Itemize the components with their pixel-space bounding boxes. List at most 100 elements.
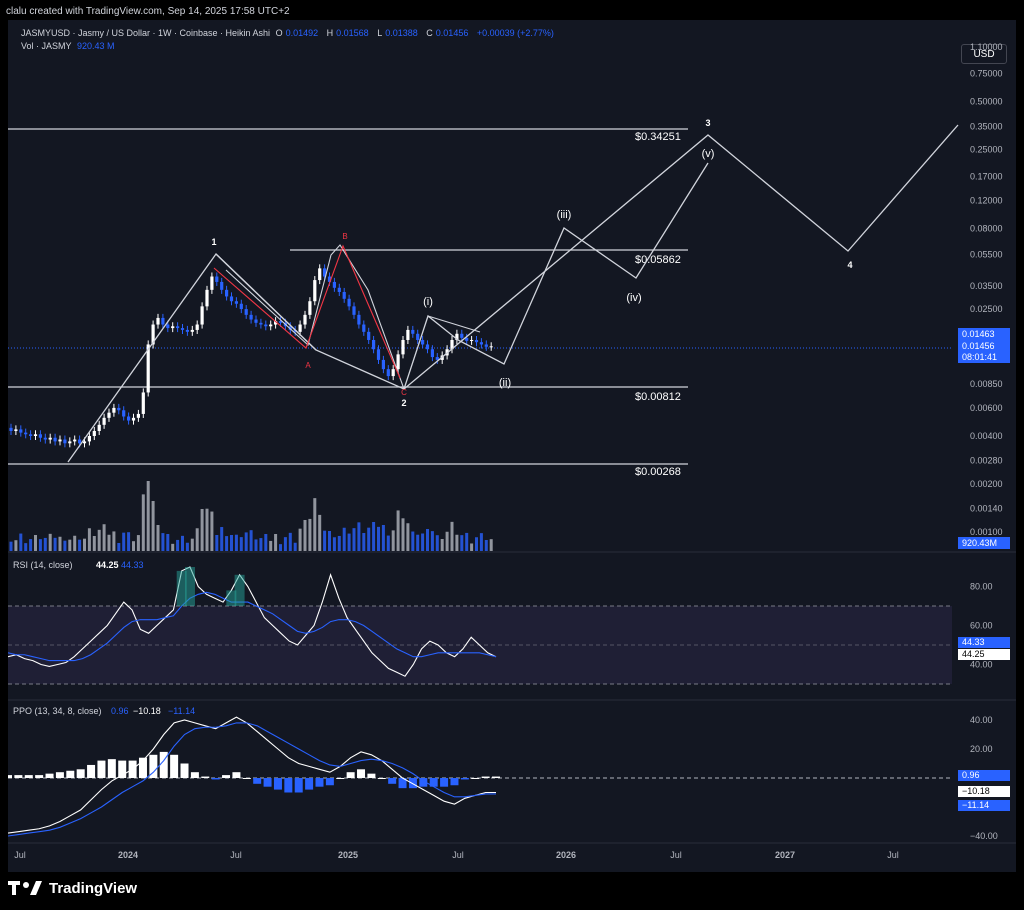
wave-label: B [342,232,347,241]
candle-body [411,329,415,334]
candle-body [151,324,155,345]
volume-bar [83,538,86,551]
volume-bar [205,508,209,551]
candle-body [225,289,229,297]
volume-bar [117,543,121,551]
rsi-tick: 80.00 [970,582,993,592]
volume-bar [107,534,111,551]
ppo-hist-value: 0.96 [111,706,129,716]
volume-bar [352,528,356,551]
symbol-header: JASMYUSD · Jasmy / US Dollar · 1W · Coin… [21,28,554,38]
wave-label: 4 [847,260,852,270]
candle-body [68,441,72,444]
ppo-histogram-bar [24,775,33,778]
wave-label: C [401,388,407,397]
candle-body [386,369,390,377]
candle-body [19,429,23,433]
ppo-tick: 20.00 [970,744,993,754]
ppo-hist-tag-text: 0.96 [962,770,980,780]
volume-bar [225,536,229,551]
ppo-histogram-bar [481,776,490,778]
rsi-title: RSI (14, close) [13,560,73,570]
candle-body [38,434,42,438]
volume-bar [24,543,28,551]
volume-bar [328,531,331,551]
volume-bar [381,525,385,551]
volume-bar [200,509,204,551]
wave-path-abc [225,244,405,390]
volume-bar [190,538,194,551]
candle-body [190,329,194,332]
candle-body [102,417,106,425]
price-tick: 0.00100 [970,527,1003,537]
volume-bar [332,537,336,551]
volume-bar [479,533,483,551]
candle-body [337,287,341,292]
currency-button[interactable]: USD [961,44,1007,64]
candle-body [122,410,126,417]
volume-bar [176,539,180,551]
volume-bar [440,539,444,551]
volume-bar [215,535,219,551]
price-tick: 0.00140 [970,504,1003,514]
ppo-line [8,716,496,834]
candle-body [318,268,322,281]
candle-body [376,349,381,360]
volume-bar [401,518,405,551]
level-label: $0.00268 [635,466,681,478]
candle-body [58,439,62,442]
ppo-histogram-bar [450,778,459,786]
volume-bar [484,540,488,551]
rsi-overbought-fill [176,570,187,606]
level-label: $0.34251 [635,131,681,143]
ppo-signal-value: −11.14 [168,706,195,716]
volume-bar [386,535,390,551]
volume-bar [470,543,474,551]
volume-bar [171,543,175,551]
candle-body [352,306,356,315]
candle-body [381,359,385,370]
candles [9,264,493,448]
candle-body [14,429,18,431]
volume-bar [146,481,150,551]
volume-bar [141,494,145,551]
candle-body [215,276,219,282]
chart-frame[interactable]: JASMYUSD · Jasmy / US Dollar · 1W · Coin… [8,20,1016,872]
price-axis: 1.10000 0.75000 0.50000 0.35000 0.25000 0.170… [958,42,1010,811]
price-tick: 0.50000 [970,97,1003,107]
candle-body [73,439,77,442]
tradingview-logo: TradingView [8,878,137,898]
ppo-histogram-bar [190,772,199,778]
volume-bar [195,528,199,551]
ppo-histogram-bar [273,778,282,790]
ppo-tick: −40.00 [970,831,998,841]
volume-bar [426,529,429,551]
volume-bar [73,535,77,551]
price-tick: 0.17000 [970,171,1003,181]
candle-body [180,328,185,330]
ppo-tag-text: −10.18 [962,786,990,796]
candle-body [43,437,47,440]
volume-header: Vol · JASMY 920.43 M [21,41,115,51]
candle-body [474,339,479,343]
price-tick: 0.75000 [970,69,1003,79]
volume-bar [308,518,312,551]
candle-body [244,309,248,315]
volume-bar [239,537,243,551]
candle-body [185,329,189,332]
volume-bar [151,501,155,551]
time-axis: Jul 2024 Jul 2025 Jul 2026 Jul 2027 Jul [14,850,899,860]
candle-body [313,280,317,302]
candle-body [278,321,283,323]
volume-bar [34,535,37,551]
volume-bar [293,542,297,551]
volume-bar [489,539,493,551]
price-tick: 0.00280 [970,456,1003,466]
ppo-histogram-bar [107,759,116,778]
volume-bar [367,527,371,551]
ppo-histogram-bar [201,776,210,778]
volume-bar [357,522,361,551]
ppo-histogram-bar [8,775,12,778]
volume-bar [127,532,131,551]
volume-bar [259,538,263,551]
